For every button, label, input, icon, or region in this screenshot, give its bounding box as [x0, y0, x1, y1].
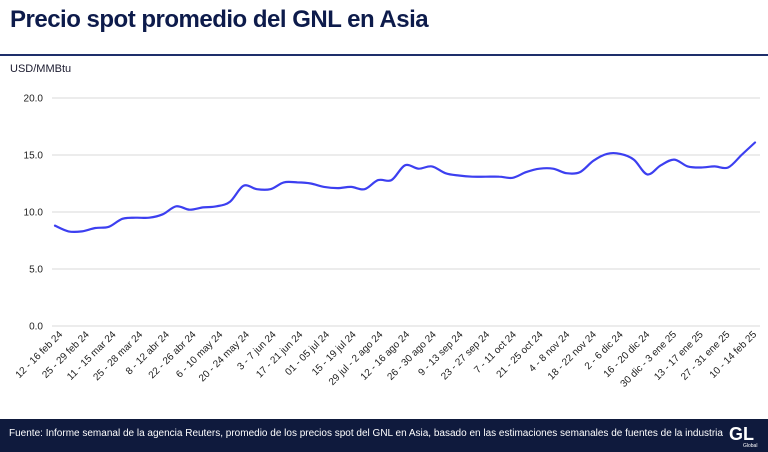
source-note: Fuente: Informe semanal de la agencia Re… — [9, 428, 723, 439]
grid-lines — [52, 97, 760, 327]
footer-bar: Fuente: Informe semanal de la agencia Re… — [0, 419, 768, 452]
y-tick-label: 10.0 — [24, 208, 44, 219]
x-tick-label: 10 - 14 feb 25 — [708, 329, 760, 381]
logo-subtext: Global — [743, 443, 757, 449]
y-axis-ticks: 0.0 5.0 10.0 15.0 20.0 — [24, 94, 44, 333]
price-series-line — [53, 141, 757, 234]
chart-title: Precio spot promedio del GNL en Asia — [10, 6, 429, 33]
logo-text: GL — [729, 424, 754, 444]
brand-logo-icon: GL Global — [729, 424, 757, 449]
y-tick-label: 5.0 — [29, 265, 43, 276]
y-tick-label: 0.0 — [29, 322, 43, 333]
y-tick-label: 20.0 — [24, 94, 44, 105]
y-tick-label: 15.0 — [24, 151, 44, 162]
title-divider — [0, 54, 768, 56]
y-axis-unit-label: USD/MMBtu — [10, 63, 72, 75]
series-layer — [53, 141, 757, 234]
